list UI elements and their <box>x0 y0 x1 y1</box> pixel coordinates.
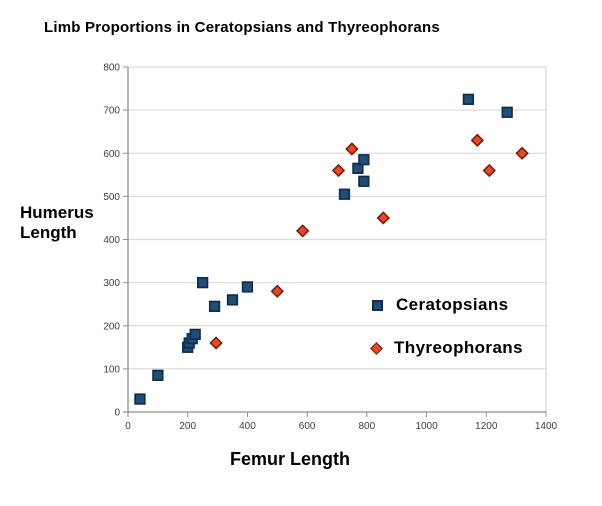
legend-label-thyreophorans: Thyreophorans <box>394 338 523 357</box>
thyreophorans-point <box>515 146 529 160</box>
ceratopsians-point <box>189 328 201 341</box>
ceratopsians-point <box>241 281 254 293</box>
ceratopsians-point <box>501 106 513 118</box>
x-axis-title: Femur Length <box>230 449 350 469</box>
y-tick-label-700: 700 <box>103 106 120 117</box>
thyreophorans-point <box>270 284 284 298</box>
ceratopsians-point <box>226 294 239 306</box>
y-tick-label-200: 200 <box>103 321 120 332</box>
y-tick-label-100: 100 <box>103 364 120 375</box>
thyreophorans-point <box>209 336 223 350</box>
x-tick-label-400: 400 <box>239 421 256 432</box>
legend-label-ceratopsians: Ceratopsians <box>396 295 509 314</box>
ceratopsians-point <box>134 393 146 405</box>
y-tick-label-600: 600 <box>103 149 120 160</box>
legend-item-ceratopsians: Ceratopsians <box>372 295 509 315</box>
thyreophorans-point <box>482 163 496 178</box>
ceratopsians-point <box>152 369 164 381</box>
ceratopsians-point <box>338 188 351 200</box>
thyreophorans-point <box>345 142 359 156</box>
ceratopsians-point <box>196 276 209 289</box>
y-axis-title-line1: Humerus <box>20 203 94 222</box>
thyreophorans-diamond-marker-icon <box>370 341 383 355</box>
ceratopsians-point <box>358 175 370 187</box>
y-tick-label-300: 300 <box>103 278 120 289</box>
ceratopsians-point <box>358 154 370 166</box>
x-tick-label-1400: 1400 <box>535 421 558 432</box>
ceratopsians-square-marker-icon <box>372 299 383 311</box>
ceratopsians-point <box>208 300 221 312</box>
ceratopsians-point <box>352 162 364 174</box>
y-tick-label-0: 0 <box>114 408 120 419</box>
y-axis-title: Humerus Length <box>20 203 94 243</box>
y-tick-label-500: 500 <box>103 192 120 203</box>
thyreophorans-point <box>376 211 390 225</box>
x-tick-label-1000: 1000 <box>415 421 438 432</box>
chart-title: Limb Proportions in Ceratopsians and Thy… <box>44 19 440 36</box>
thyreophorans-point <box>296 224 310 238</box>
ceratopsians-point <box>462 93 475 105</box>
thyreophorans-point <box>331 163 346 178</box>
x-tick-label-800: 800 <box>359 421 376 432</box>
x-tick-label-0: 0 <box>125 421 131 432</box>
x-tick-label-200: 200 <box>179 421 196 432</box>
y-axis-title-line2: Length <box>20 223 77 242</box>
y-tick-label-800: 800 <box>103 63 120 74</box>
x-tick-label-1200: 1200 <box>475 421 498 432</box>
x-tick-label-600: 600 <box>299 421 316 432</box>
thyreophorans-point <box>470 133 484 147</box>
legend-item-thyreophorans: Thyreophorans <box>370 338 523 358</box>
y-tick-label-400: 400 <box>103 235 120 246</box>
